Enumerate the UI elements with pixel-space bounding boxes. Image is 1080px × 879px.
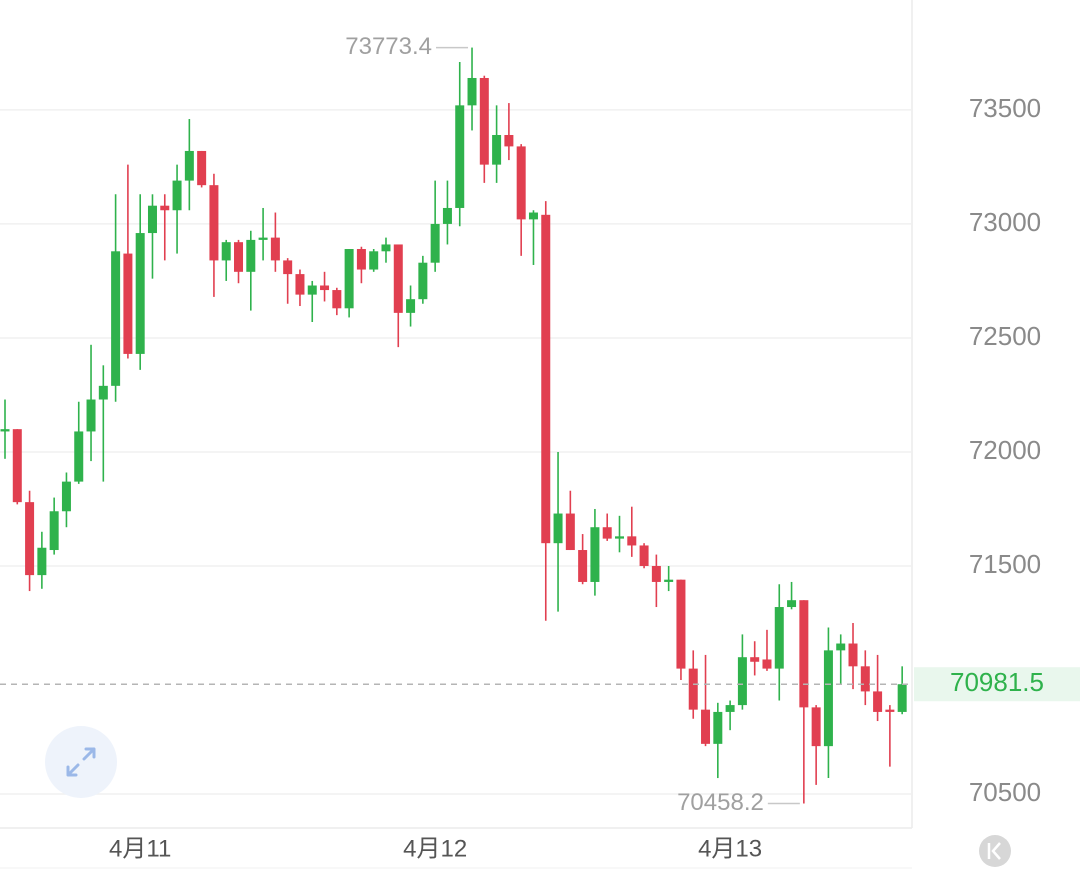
candle-body <box>774 607 784 669</box>
y-tick-label: 73500 <box>969 93 1041 123</box>
max-label: 73773.4 <box>345 33 432 60</box>
candle-body <box>713 711 723 744</box>
candle-body <box>811 707 821 747</box>
candle-body <box>246 239 256 272</box>
candle-body <box>590 527 600 582</box>
candle-body <box>258 237 268 240</box>
candle-body <box>528 212 538 220</box>
candle-body <box>221 242 231 261</box>
candle-body <box>725 705 735 712</box>
candle-body <box>61 481 71 512</box>
candle-body <box>750 657 760 662</box>
candle-body <box>74 431 84 482</box>
candle-body <box>123 253 133 354</box>
candle-body <box>578 550 588 582</box>
candle-body <box>86 399 96 432</box>
candle-body <box>873 691 883 712</box>
candle-body <box>897 684 907 712</box>
candle-body <box>602 527 612 539</box>
candle-body <box>553 513 563 544</box>
candle-body <box>0 429 10 432</box>
candle-body <box>455 105 465 208</box>
candle-body <box>442 207 452 224</box>
candle-body <box>356 249 366 270</box>
candle-body <box>639 545 649 566</box>
expand-icon[interactable] <box>66 747 96 777</box>
scroll-to-latest-button[interactable] <box>979 835 1011 867</box>
last-price-label: 70981.5 <box>950 667 1044 697</box>
candle-body <box>98 385 108 400</box>
candle-body <box>49 511 59 551</box>
candle-body <box>270 237 280 261</box>
candle-body <box>209 185 219 261</box>
scroll-button-bg[interactable] <box>979 835 1011 867</box>
candle-body <box>172 180 182 211</box>
candle-body <box>393 244 403 313</box>
candle-body <box>823 650 833 747</box>
candle-body <box>467 77 477 106</box>
candle-body <box>860 666 870 692</box>
candle-body <box>836 643 846 651</box>
candle-body <box>295 274 305 295</box>
y-tick-label: 73000 <box>969 207 1041 237</box>
candle-body <box>283 260 293 275</box>
candle-body <box>369 251 379 270</box>
candle-body <box>25 502 35 576</box>
candle-body <box>135 233 145 354</box>
candle-body <box>565 513 575 551</box>
candle-body <box>848 643 858 667</box>
candle-body <box>737 657 747 706</box>
candle-body <box>197 150 207 186</box>
candle-body <box>307 285 317 295</box>
y-tick-label: 72000 <box>969 435 1041 465</box>
candle-body <box>111 251 121 386</box>
candle-body <box>615 536 624 539</box>
candle-body <box>320 285 330 291</box>
candles <box>0 47 907 804</box>
candle-body <box>332 290 342 309</box>
y-tick-label: 71500 <box>969 549 1041 579</box>
candle-body <box>418 262 428 300</box>
candle-body <box>799 600 809 708</box>
expand-button[interactable] <box>45 726 117 798</box>
candle-body <box>627 536 637 546</box>
min-label: 70458.2 <box>677 789 764 816</box>
x-tick-label: 4月11 <box>109 835 171 862</box>
candle-body <box>184 150 194 181</box>
candle-body <box>147 205 157 234</box>
candle-body <box>492 134 502 165</box>
scroll-icon[interactable] <box>987 842 1001 860</box>
candle-body <box>885 709 895 712</box>
candle-body <box>406 299 416 313</box>
candle-body <box>516 146 526 220</box>
candle-body <box>344 249 354 309</box>
expand-button-bg[interactable] <box>45 726 117 798</box>
candle-body <box>762 659 772 669</box>
candle-body <box>160 205 170 211</box>
candle-body <box>688 668 698 710</box>
candle-body <box>234 242 244 272</box>
candle-body <box>676 579 686 669</box>
x-tick-label: 4月12 <box>403 835 467 862</box>
x-tick-label: 4月13 <box>698 835 762 862</box>
y-tick-label: 70500 <box>969 777 1041 807</box>
candle-body <box>430 223 440 263</box>
candle-body <box>37 547 47 576</box>
candle-body <box>541 214 551 544</box>
candle-body <box>381 244 391 252</box>
last-price-tag <box>914 667 1080 702</box>
candle-body <box>479 77 489 165</box>
candle-body <box>787 600 797 608</box>
candle-body <box>12 429 22 503</box>
labels: 70500 71500 72000 72500 73000 73500 4月11 4月12 4月… <box>0 33 1080 862</box>
candle-body <box>504 134 514 147</box>
candle-body <box>664 579 674 582</box>
candle-body <box>701 709 711 744</box>
candle-body <box>651 565 661 582</box>
y-tick-label: 72500 <box>969 321 1041 351</box>
